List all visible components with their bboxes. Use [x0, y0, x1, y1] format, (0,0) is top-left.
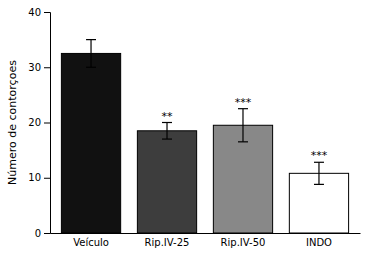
x-axis: Veículo Rip.IV-25 Rip.IV-50 INDO [51, 234, 361, 249]
y-tick-label: 20 [28, 117, 41, 128]
x-tick: Rip.IV-25 [145, 237, 190, 248]
marks [61, 40, 348, 233]
significance-label: *** [311, 149, 328, 162]
error-bar-cap [86, 67, 96, 68]
error-bar [314, 162, 324, 184]
error-bar-stem [318, 162, 319, 184]
y-tick-label: 30 [28, 62, 41, 73]
y-tick-label: 10 [28, 172, 41, 183]
y-axis-line [44, 13, 51, 234]
y-tick-mark [44, 67, 50, 68]
chart-svg: ********010203040VeículoRip.IV-25Rip.IV-… [0, 0, 370, 259]
error-bar-cap [162, 138, 172, 139]
error-bar-cap [86, 39, 96, 40]
chart-container: ********010203040VeículoRip.IV-25Rip.IV-… [0, 0, 370, 259]
error-bar-stem [90, 40, 91, 68]
significance-label: *** [235, 96, 252, 109]
x-tick-label: Rip.IV-25 [145, 237, 190, 248]
y-tick-label: 40 [28, 7, 41, 18]
y-tick: 40 [28, 7, 50, 18]
significance-label: ** [162, 110, 174, 123]
y-tick-label: 0 [35, 228, 41, 239]
error-bar-stem [166, 123, 167, 140]
error-bar [86, 40, 96, 68]
error-bar-cap [238, 141, 248, 142]
x-tick: Rip.IV-50 [221, 237, 266, 248]
y-axis: 0 10 20 30 40 [28, 7, 50, 239]
bar [137, 131, 196, 233]
y-tick-mark [44, 233, 50, 234]
x-tick: INDO [306, 237, 332, 248]
error-bar [162, 123, 172, 140]
y-tick-mark [44, 178, 50, 179]
error-bar [238, 109, 248, 142]
annotations: ******** [162, 96, 328, 163]
y-tick: 0 [35, 228, 50, 239]
y-tick: 20 [28, 117, 50, 128]
error-bar-stem [242, 109, 243, 142]
x-tick-label: Rip.IV-50 [221, 237, 266, 248]
y-tick-mark [44, 123, 50, 124]
x-tick-label: Veículo [73, 237, 109, 248]
bar [213, 125, 272, 233]
error-bar-cap [314, 184, 324, 185]
bar [61, 53, 120, 233]
x-tick: Veículo [73, 237, 109, 248]
y-tick: 10 [28, 172, 50, 183]
plot: ********010203040VeículoRip.IV-25Rip.IV-… [28, 7, 360, 248]
y-tick: 30 [28, 62, 50, 73]
y-tick-mark [44, 12, 50, 13]
x-tick-label: INDO [306, 237, 332, 248]
y-axis-title: Número de contorçoes [6, 60, 19, 185]
x-axis-line [51, 233, 361, 234]
